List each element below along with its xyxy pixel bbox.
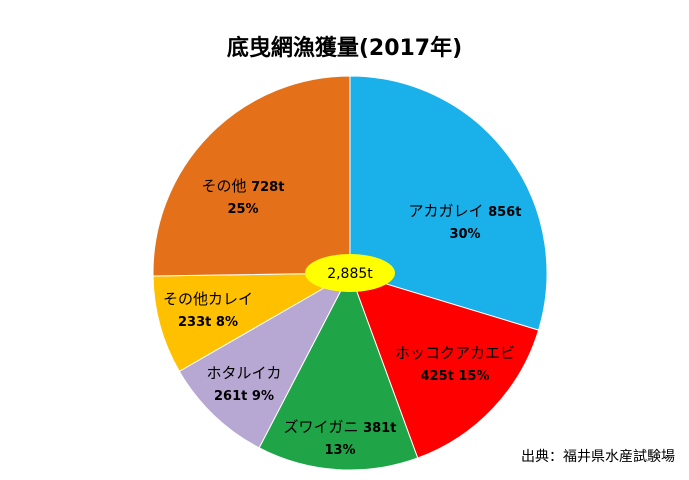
label-zuwaigani: ズワイガニ 381t 13% (284, 418, 397, 458)
label-hotaruika: ホタルイカ 261t 9% (206, 364, 281, 404)
total-label: 2,885t (327, 266, 373, 282)
pie-slice (349, 272, 540, 459)
pie-slice (349, 75, 548, 331)
pie-slice (152, 272, 352, 373)
label-sonota-karei: その他カレイ 233t 8% (163, 290, 253, 330)
label-hokkoku-akaebi: ホッコクアカエビ 425t 15% (395, 344, 515, 384)
chart-title: 底曳網漁獲量(2017年) (226, 36, 463, 61)
label-sonota: その他 728t 25% (202, 177, 285, 217)
total-ellipse (305, 254, 395, 292)
source-note: 出典：福井県水産試験場 (521, 449, 675, 465)
pie-slice (258, 271, 419, 471)
pie-slice (178, 271, 352, 449)
label-akagarei: アカガレイ 856t 30% (409, 202, 522, 242)
pie-slice (152, 75, 351, 277)
